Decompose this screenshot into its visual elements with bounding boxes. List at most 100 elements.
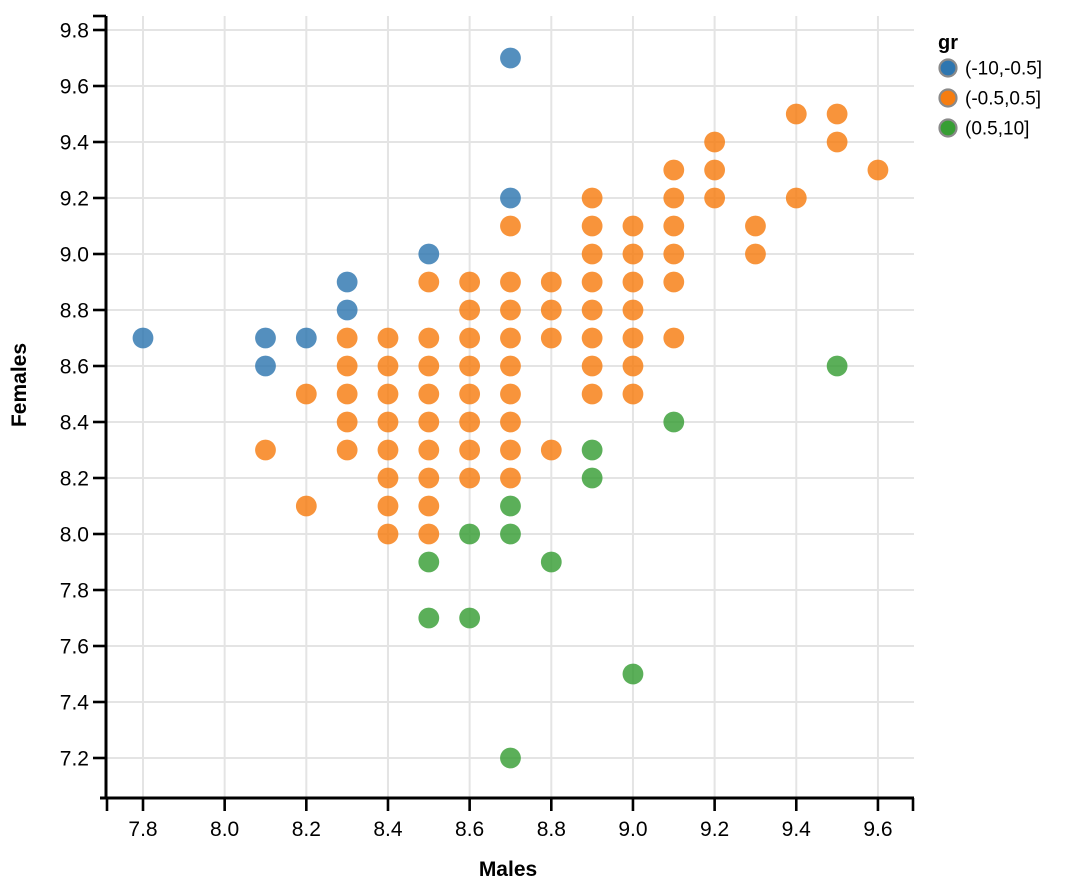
data-point	[500, 47, 521, 69]
data-point	[459, 383, 481, 405]
data-point	[336, 299, 358, 321]
data-point	[826, 131, 848, 153]
data-point	[581, 243, 603, 265]
data-point	[622, 299, 644, 321]
data-point	[663, 243, 685, 265]
data-point	[500, 383, 521, 405]
data-point	[336, 327, 358, 349]
data-point	[459, 467, 481, 489]
y-tick-label: 7.4	[60, 691, 90, 714]
y-tick-label: 8.6	[60, 355, 89, 378]
y-tick-label: 9.8	[60, 19, 89, 42]
y-tick-label: 9.4	[60, 131, 90, 154]
data-point	[540, 439, 562, 461]
data-point	[377, 355, 399, 377]
x-tick-label: 9.2	[700, 818, 729, 841]
data-point	[336, 411, 358, 433]
data-point	[500, 439, 521, 461]
y-tick-label: 9.6	[60, 75, 89, 98]
data-point	[745, 215, 766, 237]
data-point	[826, 103, 848, 125]
x-tick-label: 8.8	[537, 818, 566, 841]
legend-item-label: (-0.5,0.5]	[965, 89, 1041, 110]
legend-item-label: (-10,-0.5]	[965, 59, 1042, 80]
y-axis-title: Females	[8, 343, 31, 427]
x-tick-label: 8.2	[292, 818, 321, 841]
y-tick-label: 8.4	[60, 411, 90, 434]
data-point	[500, 355, 521, 377]
data-point	[785, 103, 807, 125]
data-point	[500, 495, 521, 517]
y-tick-label: 7.6	[60, 635, 89, 658]
data-point	[255, 439, 276, 461]
data-point	[622, 355, 644, 377]
data-point	[581, 271, 603, 293]
x-tick-label: 9.4	[782, 818, 812, 841]
data-point	[295, 327, 317, 349]
x-tick-label: 9.6	[863, 818, 892, 841]
data-point	[418, 523, 440, 545]
data-point	[255, 355, 276, 377]
data-point	[418, 411, 440, 433]
y-tick-label: 8.0	[60, 523, 89, 546]
data-point	[500, 747, 521, 769]
tick-labels: 7.8 8.0 8.2 8.4 8.6 8.8 9.0 9.2 9.4 9.6 7.2 7.4 7.6 7…	[60, 19, 893, 841]
data-point	[663, 187, 685, 209]
data-point	[459, 355, 481, 377]
gridlines	[106, 16, 914, 798]
data-point	[622, 327, 644, 349]
data-point	[622, 271, 644, 293]
data-point	[826, 355, 848, 377]
data-point	[581, 355, 603, 377]
data-point	[459, 271, 481, 293]
legend-item: (-10,-0.5]	[938, 58, 1042, 80]
data-point	[377, 383, 399, 405]
data-point	[581, 467, 603, 489]
data-point	[377, 467, 399, 489]
data-point	[622, 215, 644, 237]
legend-item-label: (0.5,10]	[965, 119, 1029, 140]
data-point	[418, 439, 440, 461]
data-point	[336, 271, 358, 293]
data-point	[377, 327, 399, 349]
data-point	[704, 159, 726, 181]
series-(0.5,10]	[418, 355, 848, 769]
y-tick-label: 8.8	[60, 299, 89, 322]
data-point	[418, 383, 440, 405]
y-tick-label: 9.2	[60, 187, 89, 210]
legend-item: (-0.5,0.5]	[938, 88, 1041, 110]
data-point	[622, 383, 644, 405]
data-point	[581, 327, 603, 349]
axes	[93, 14, 915, 811]
data-point	[663, 271, 685, 293]
data-point	[540, 551, 562, 573]
data-point	[336, 383, 358, 405]
data-point	[500, 187, 521, 209]
data-point	[622, 663, 644, 685]
data-point	[459, 327, 481, 349]
data-point	[663, 215, 685, 237]
data-point	[581, 187, 603, 209]
data-point	[377, 439, 399, 461]
data-point	[132, 327, 154, 349]
data-point	[540, 271, 562, 293]
data-point	[418, 495, 440, 517]
data-point	[418, 607, 440, 629]
data-point	[540, 327, 562, 349]
y-tick-label: 7.2	[60, 747, 89, 770]
data-point	[418, 327, 440, 349]
data-point	[336, 439, 358, 461]
data-point	[540, 299, 562, 321]
data-point	[500, 271, 521, 293]
data-point	[622, 243, 644, 265]
data-point	[459, 607, 481, 629]
data-point	[418, 355, 440, 377]
data-point	[418, 551, 440, 573]
data-point	[255, 327, 276, 349]
x-tick-label: 7.8	[128, 818, 157, 841]
data-point	[418, 467, 440, 489]
legend-marker-icon	[938, 118, 958, 138]
data-point	[663, 411, 685, 433]
data-point	[867, 159, 889, 181]
